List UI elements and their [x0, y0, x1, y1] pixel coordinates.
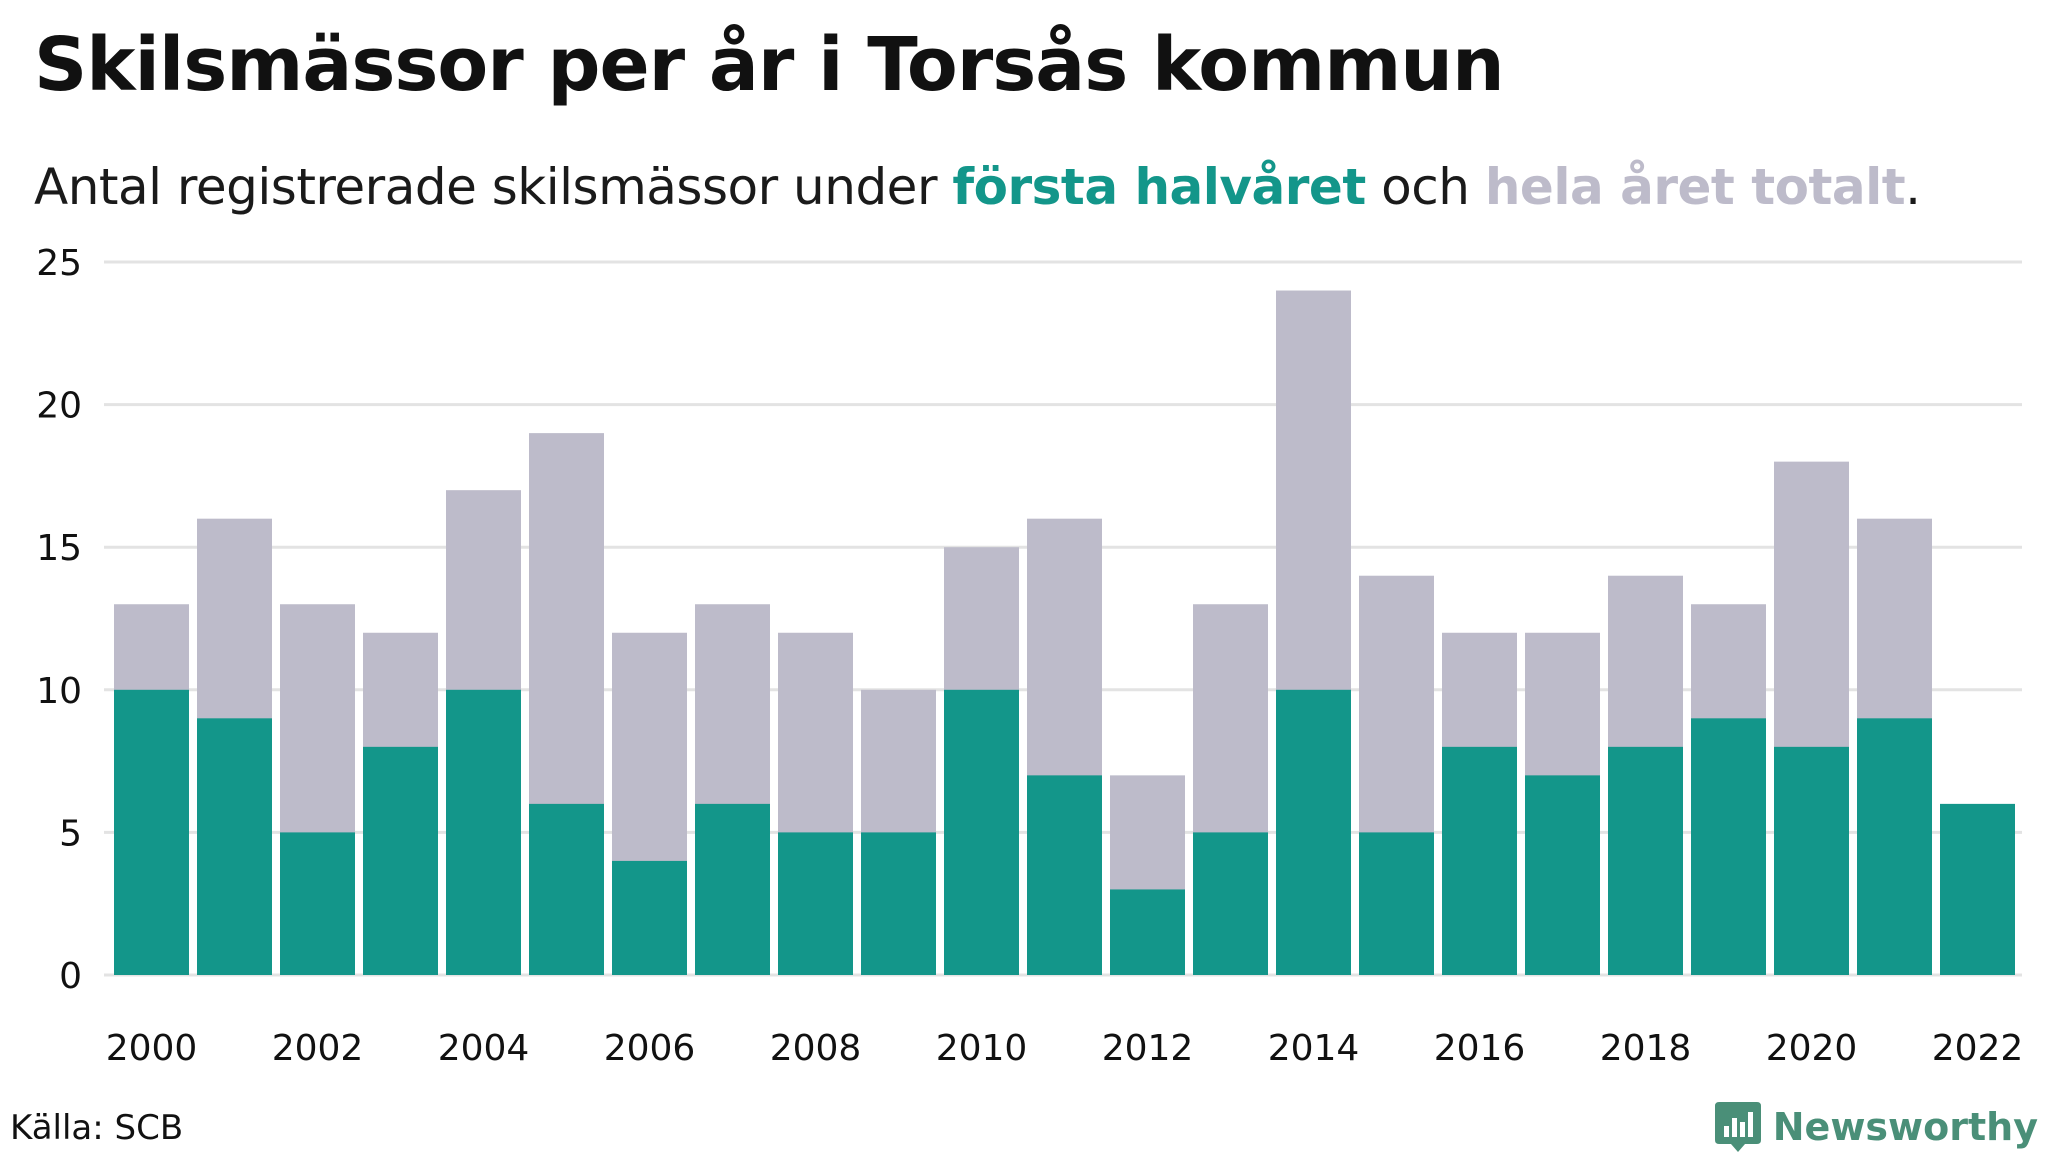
- x-tick-label: 2014: [1268, 1028, 1360, 1069]
- y-tick-label: 15: [36, 528, 82, 569]
- subtitle-suffix: .: [1905, 158, 1921, 216]
- bar-first-half: [114, 689, 189, 975]
- bar-first-half: [1359, 832, 1434, 975]
- subtitle-prefix: Antal registrerade skilsmässor under: [34, 158, 953, 216]
- bar-first-half: [280, 832, 355, 975]
- bar-first-half: [1774, 746, 1849, 975]
- bar-first-half: [612, 860, 687, 975]
- x-tick-label: 2006: [604, 1028, 696, 1069]
- bar-first-half: [363, 746, 438, 975]
- y-tick-label: 25: [36, 243, 82, 284]
- bar-first-half: [778, 832, 853, 975]
- x-tick-label: 2022: [1932, 1028, 2024, 1069]
- first-half-series: [114, 689, 2015, 975]
- brand-logo: Newsworthy: [1713, 1100, 2038, 1154]
- x-tick-label: 2004: [438, 1028, 530, 1069]
- y-tick-label: 20: [36, 386, 82, 427]
- x-tick-label: 2020: [1766, 1028, 1858, 1069]
- source-note: Källa: SCB: [10, 1108, 184, 1148]
- bar-first-half: [1525, 775, 1600, 975]
- y-axis-ticks: 0 5 10 15 20 25: [36, 243, 82, 997]
- x-tick-label: 2018: [1600, 1028, 1692, 1069]
- bar-first-half: [1193, 832, 1268, 975]
- bar-first-half: [1442, 746, 1517, 975]
- x-tick-label: 2008: [770, 1028, 862, 1069]
- x-tick-label: 2016: [1434, 1028, 1526, 1069]
- subtitle-middle: och: [1365, 158, 1485, 216]
- x-tick-label: 2010: [936, 1028, 1028, 1069]
- bar-first-half: [197, 718, 272, 975]
- x-tick-label: 2000: [106, 1028, 198, 1069]
- bar-first-half: [446, 689, 521, 975]
- bar-first-half: [1608, 746, 1683, 975]
- bar-first-half: [1110, 889, 1185, 975]
- bar-first-half: [944, 689, 1019, 975]
- y-tick-label: 5: [59, 813, 82, 854]
- chart-title: Skilsmässor per år i Torsås kommun: [34, 22, 1505, 108]
- newsworthy-logo-icon: [1714, 1102, 1761, 1152]
- chart-subtitle: Antal registrerade skilsmässor under för…: [34, 158, 1921, 216]
- bar-first-half: [529, 803, 604, 975]
- y-tick-label: 10: [36, 671, 82, 712]
- bar-first-half: [1276, 689, 1351, 975]
- bar-first-half: [861, 832, 936, 975]
- x-tick-label: 2002: [272, 1028, 364, 1069]
- x-tick-label: 2012: [1102, 1028, 1194, 1069]
- y-tick-label: 0: [59, 956, 82, 997]
- bar-first-half: [1857, 718, 1932, 975]
- bar-first-half: [1027, 775, 1102, 975]
- bar-first-half: [1940, 803, 2015, 975]
- bar-first-half: [1691, 718, 1766, 975]
- x-axis-ticks: 2000 2002 2004 2006 2008 2010 2012 2014 2016 2018…: [106, 1028, 2024, 1069]
- legend-first-half: första halvåret: [952, 158, 1366, 216]
- brand-name: Newsworthy: [1772, 1105, 2038, 1149]
- bar-first-half: [695, 803, 770, 975]
- legend-full-year: hela året totalt: [1484, 158, 1906, 216]
